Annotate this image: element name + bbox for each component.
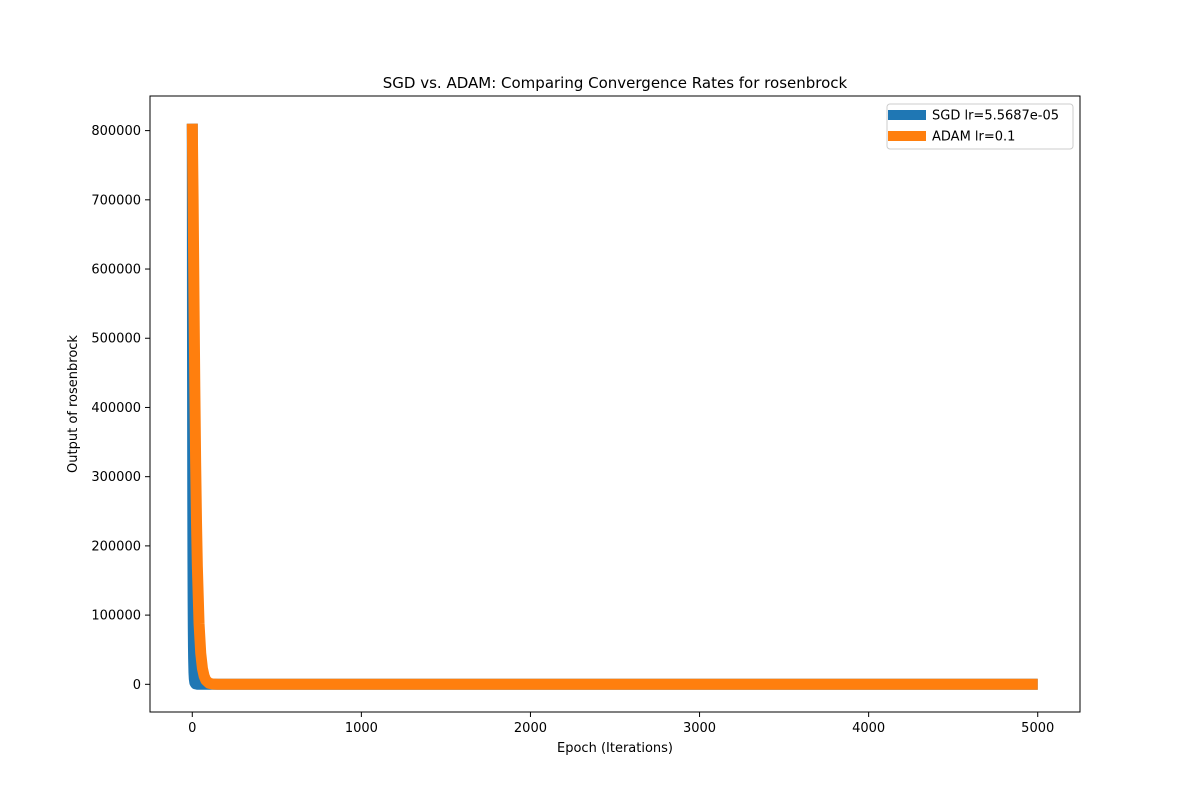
y-tick-label: 400000 <box>91 401 141 416</box>
x-tick-label: 2000 <box>514 721 547 736</box>
x-axis-ticks: 0 1000 2000 3000 4000 5000 <box>188 712 1054 736</box>
y-axis-ticks: 0 100000 200000 300000 400000 500000 600000 700… <box>91 124 150 693</box>
y-tick-label: 600000 <box>91 263 141 278</box>
series-layer <box>186 123 1038 690</box>
y-tick-label: 0 <box>133 678 141 693</box>
x-tick-label: 4000 <box>852 721 885 736</box>
y-tick-label: 300000 <box>91 470 141 485</box>
y-tick-label: 100000 <box>91 609 141 624</box>
y-tick-label: 500000 <box>91 332 141 347</box>
series-line-adam <box>186 123 1038 690</box>
plot-area-frame <box>149 95 1081 713</box>
x-axis-label: Epoch (Iterations) <box>557 741 673 756</box>
x-tick-label: 3000 <box>683 721 716 736</box>
legend-frame <box>886 103 1074 150</box>
x-tick-label: 0 <box>188 721 196 736</box>
legend-label: SGD lr=5.5687e-05 <box>932 109 1059 124</box>
y-tick-label: 700000 <box>91 193 141 208</box>
x-tick-label: 5000 <box>1021 721 1054 736</box>
chart-title: SGD vs. ADAM: Comparing Convergence Rate… <box>383 74 848 92</box>
legend-label: ADAM lr=0.1 <box>932 130 1015 145</box>
x-tick-label: 1000 <box>345 721 378 736</box>
y-axis-label: Output of rosenbrock <box>66 335 81 473</box>
y-tick-label: 200000 <box>91 539 141 554</box>
legend: SGD lr=5.5687e-05 ADAM lr=0.1 <box>886 103 1074 150</box>
y-tick-label: 800000 <box>91 124 141 139</box>
